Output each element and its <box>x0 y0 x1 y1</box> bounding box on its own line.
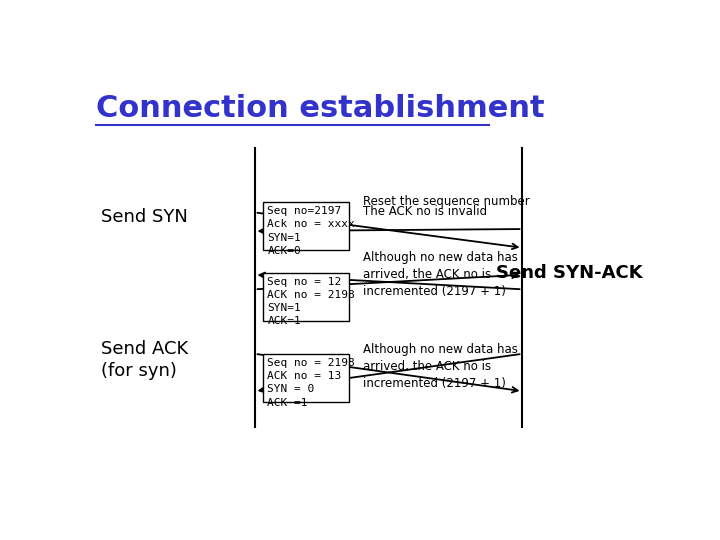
Text: Reset the sequence number: Reset the sequence number <box>364 195 530 208</box>
Text: Send SYN: Send SYN <box>101 207 188 226</box>
Text: Seq no = 2198
ACK no = 13
SYN = 0
ACK =1: Seq no = 2198 ACK no = 13 SYN = 0 ACK =1 <box>267 358 355 408</box>
Text: Connection establishment: Connection establishment <box>96 94 544 123</box>
FancyBboxPatch shape <box>263 273 349 321</box>
Text: The ACK no is invalid: The ACK no is invalid <box>364 205 487 218</box>
FancyBboxPatch shape <box>263 354 349 402</box>
Text: Although no new data has
arrived, the ACK no is
incremented (2197 + 1): Although no new data has arrived, the AC… <box>364 251 518 298</box>
Text: Seq no = 12
ACK no = 2198
SYN=1
ACK=1: Seq no = 12 ACK no = 2198 SYN=1 ACK=1 <box>267 277 355 327</box>
Text: Send SYN-ACK: Send SYN-ACK <box>496 264 642 282</box>
Text: Send ACK
(for syn): Send ACK (for syn) <box>101 340 189 380</box>
Text: Although no new data has
arrived, the ACK no is
incremented (2197 + 1): Although no new data has arrived, the AC… <box>364 343 518 390</box>
FancyBboxPatch shape <box>263 202 349 250</box>
Text: Seq no=2197
Ack no = xxxx
SYN=1
ACK=0: Seq no=2197 Ack no = xxxx SYN=1 ACK=0 <box>267 206 355 256</box>
